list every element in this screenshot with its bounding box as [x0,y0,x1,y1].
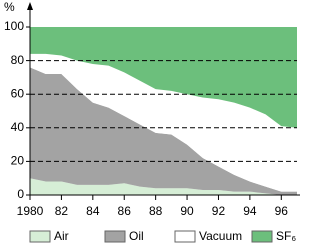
legend-swatch [104,230,126,243]
y-tick-label: 100 [4,19,24,33]
legend-label: SF₆ [276,229,296,243]
legend-label: Oil [129,229,144,243]
legend-swatch [29,230,51,243]
legend-swatch [174,230,196,243]
x-tick-label: 88 [149,204,163,218]
chart: % 0 20 40 60 80 100 1980 82 84 86 88 90 92 94 96 Air Oil… [4,0,300,243]
x-tick-label: 96 [275,204,289,218]
area [30,67,297,195]
area [30,53,297,192]
y-tick-label: 60 [11,86,25,100]
x-tick-label: 90 [180,204,194,218]
x-tick-label: 82 [55,204,69,218]
x-tick-label: 92 [212,204,226,218]
x-tick-label: 94 [243,204,257,218]
x-tick-label: 1980 [17,204,44,218]
area [30,178,297,195]
legend-swatch [251,230,273,243]
y-axis-arrow [27,2,33,10]
legend-label: Air [54,229,69,243]
area [30,27,297,128]
x-tick-label: 86 [118,204,132,218]
legend-label: Vacuum [199,229,242,243]
y-tick-label: 0 [17,187,24,201]
y-tick-label: 80 [11,53,25,67]
x-tick-label: 84 [86,204,100,218]
y-tick-label: 40 [11,120,25,134]
y-axis-label: % [4,0,15,14]
y-tick-label: 20 [11,154,25,168]
